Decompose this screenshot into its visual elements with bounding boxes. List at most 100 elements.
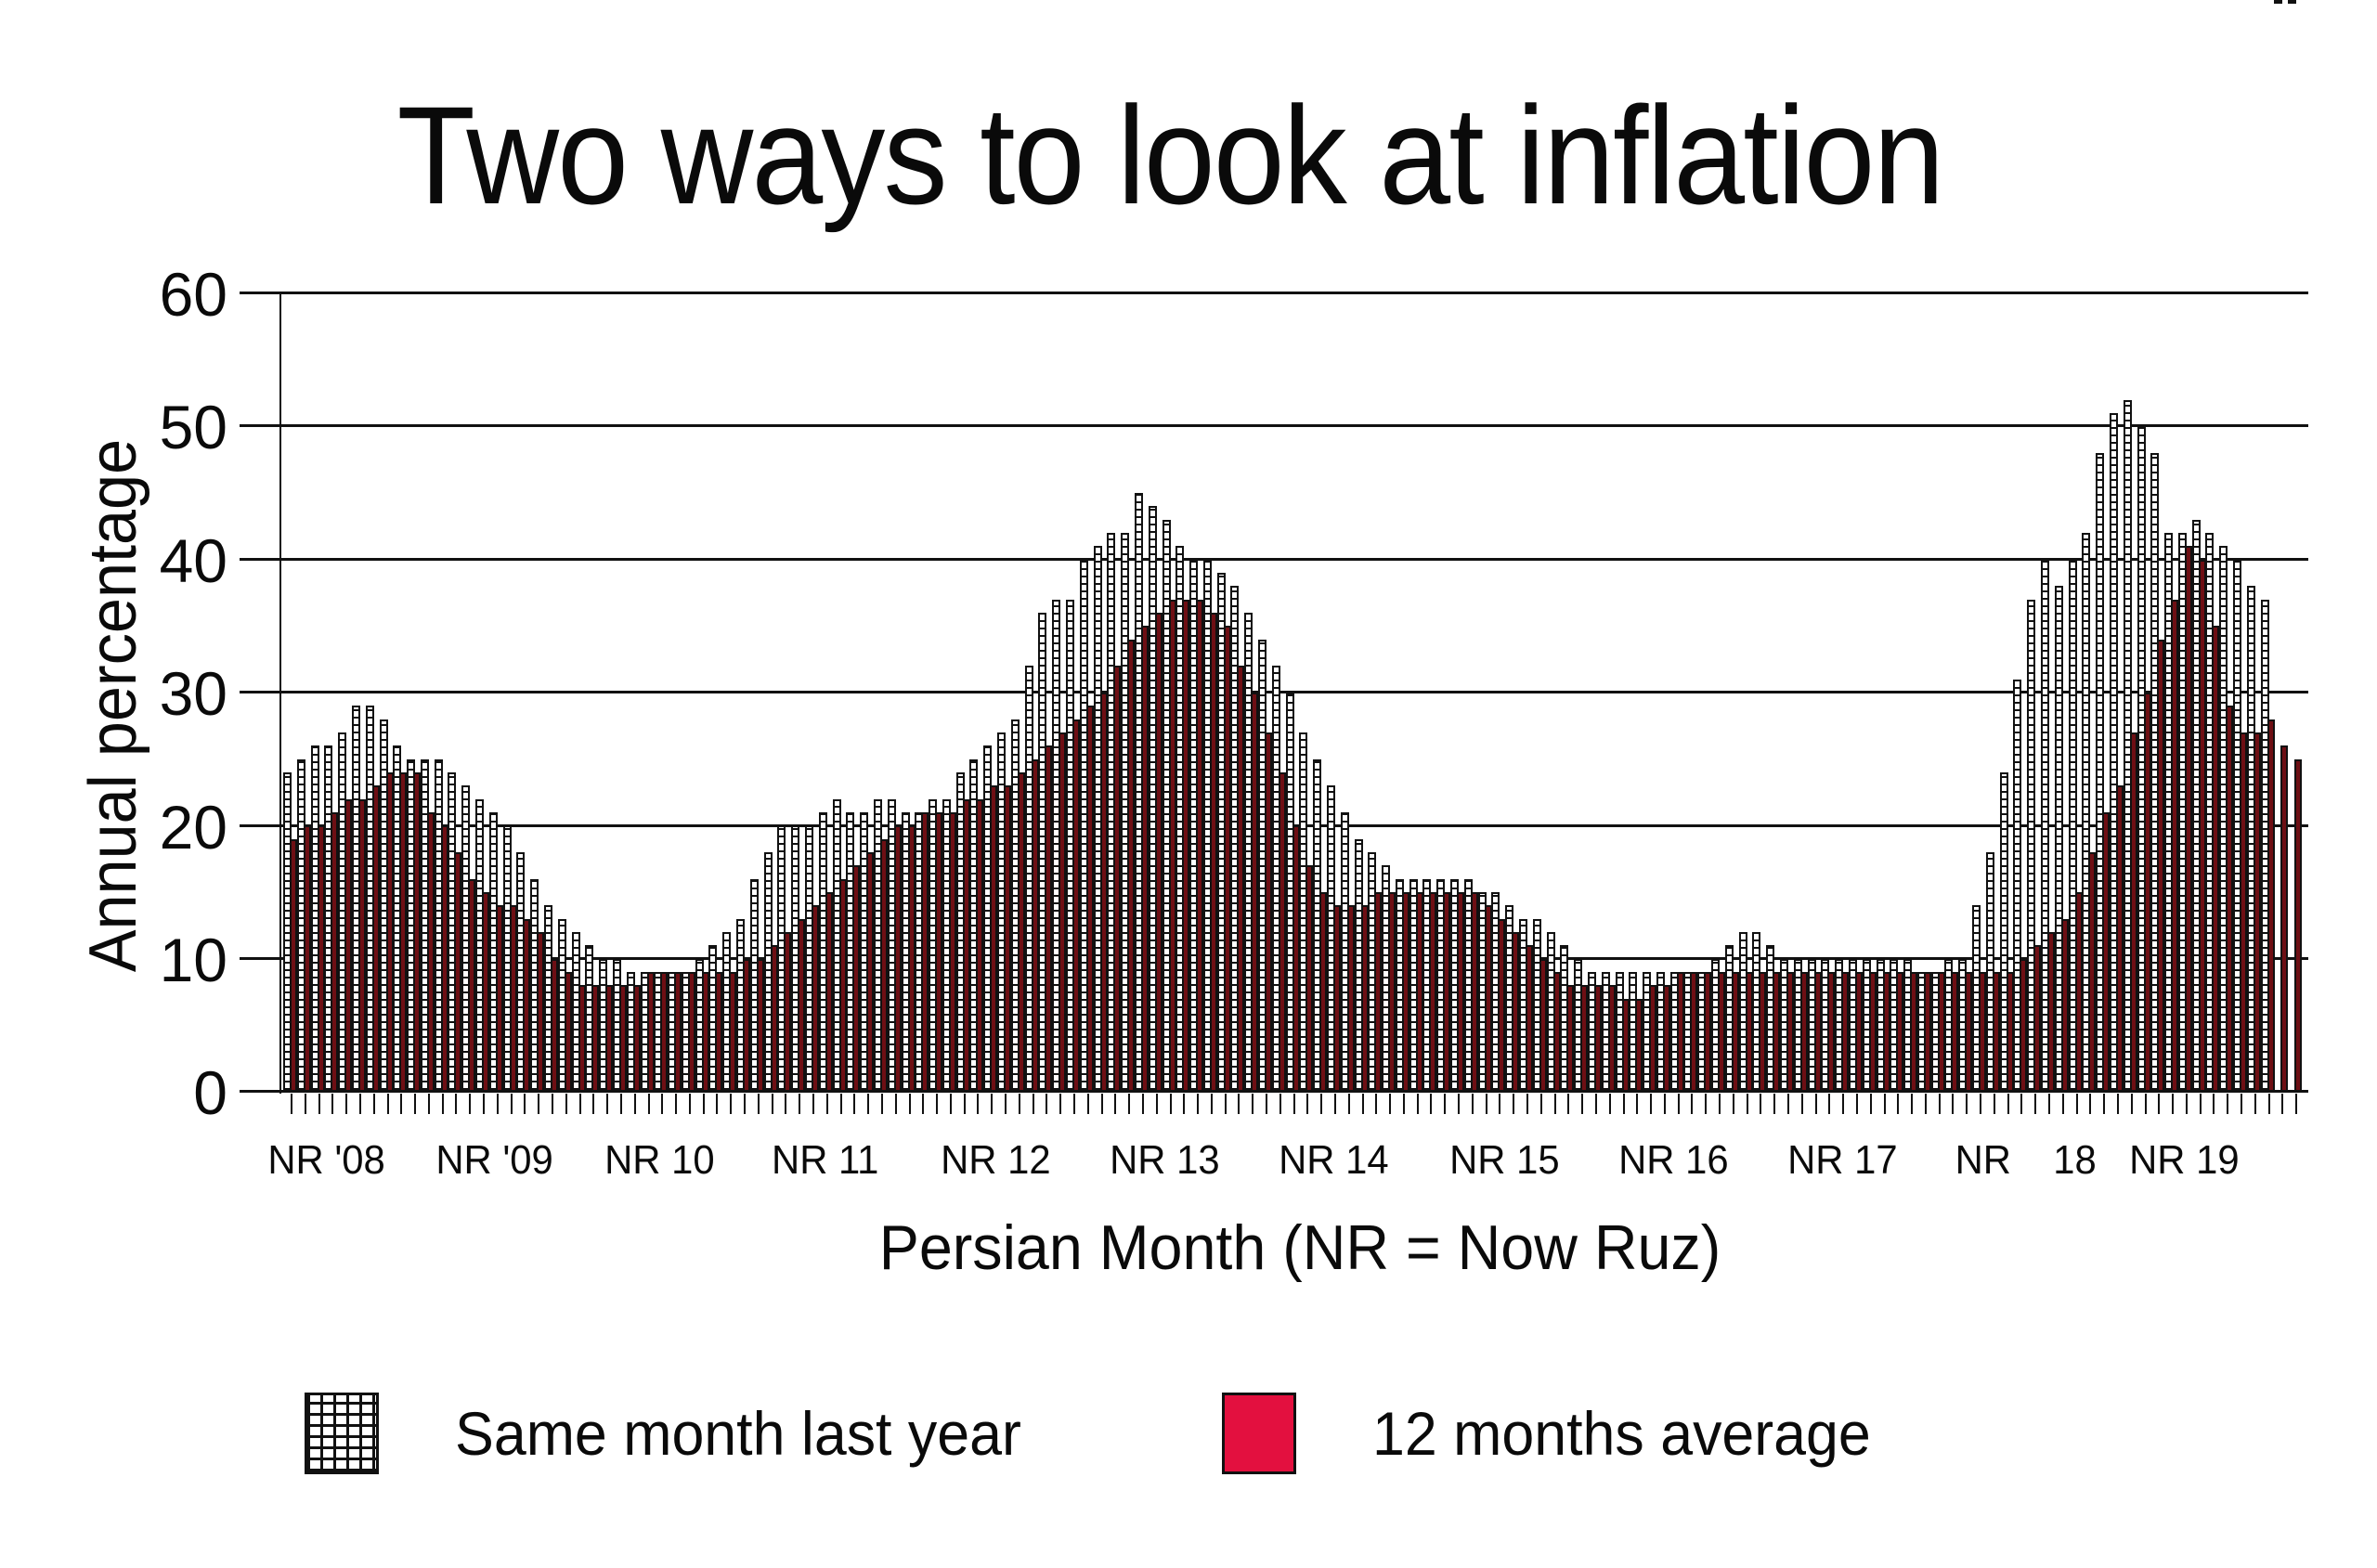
x-tick-mark — [1155, 1094, 1158, 1114]
x-tick-mark — [771, 1094, 773, 1114]
x-tick-mark — [2267, 1094, 2270, 1114]
x-tick-mark — [2075, 1094, 2078, 1114]
x-tick-mark — [963, 1094, 966, 1114]
bar-12-month-avg — [743, 958, 751, 1092]
bar-12-month-avg — [921, 812, 929, 1092]
bar-12-month-avg — [357, 798, 366, 1092]
bar-same-month — [2082, 533, 2091, 1092]
y-axis-line — [279, 293, 281, 1094]
x-tick-mark — [1333, 1094, 1336, 1114]
x-tick-label: NR 14 — [1279, 1137, 1389, 1183]
bar-12-month-avg — [550, 958, 558, 1092]
bar-12-month-avg — [2198, 559, 2206, 1092]
bar-12-month-avg — [1209, 613, 1217, 1092]
bar-12-month-avg — [454, 852, 462, 1092]
x-tick-mark — [1347, 1094, 1350, 1114]
x-tick-mark — [414, 1094, 417, 1114]
bar-12-month-avg — [578, 985, 586, 1092]
bar-12-month-avg — [1854, 972, 1863, 1092]
bar-12-month-avg — [440, 825, 448, 1092]
x-tick-mark — [1883, 1094, 1886, 1114]
x-tick-label: NR 12 — [941, 1137, 1051, 1183]
bar-12-month-avg — [1718, 972, 1726, 1092]
bar-12-month-avg — [1265, 732, 1273, 1092]
bar-12-month-avg — [495, 905, 503, 1092]
x-tick-mark — [1114, 1094, 1117, 1114]
bar-12-month-avg — [646, 972, 655, 1092]
bar-12-month-avg — [1621, 998, 1630, 1092]
x-tick-mark — [633, 1094, 636, 1114]
x-tick-mark — [1086, 1094, 1089, 1114]
bar-12-month-avg — [1457, 892, 1465, 1092]
x-tick-mark — [2020, 1094, 2023, 1114]
bar-12-month-avg — [2020, 958, 2028, 1092]
bar-12-month-avg — [2253, 732, 2261, 1092]
grid-pattern-swatch-icon — [305, 1393, 379, 1474]
x-tick-label: NR 15 — [1449, 1137, 1560, 1183]
bar-12-month-avg — [962, 798, 970, 1092]
bar-12-month-avg — [687, 972, 695, 1092]
x-tick-mark — [1787, 1094, 1789, 1114]
bar-12-month-avg — [1552, 972, 1561, 1092]
x-tick-mark — [716, 1094, 719, 1114]
x-tick-mark — [551, 1094, 553, 1114]
x-tick-mark — [427, 1094, 430, 1114]
bar-12-month-avg — [1979, 972, 1987, 1092]
bar-12-month-avg — [399, 772, 408, 1092]
bar-12-month-avg — [1374, 892, 1383, 1092]
x-tick-mark — [1210, 1094, 1213, 1114]
bar-12-month-avg — [632, 985, 641, 1092]
bar-12-month-avg — [1923, 972, 1931, 1092]
y-tick-30: 30 — [159, 659, 227, 728]
bar-12-month-avg — [1868, 972, 1877, 1092]
bar-12-month-avg — [468, 878, 476, 1092]
x-tick-mark — [1046, 1094, 1048, 1114]
x-tick-mark — [949, 1094, 952, 1114]
x-tick-mark — [1100, 1094, 1103, 1114]
x-tick-mark — [469, 1094, 472, 1114]
bar-12-month-avg — [1498, 918, 1506, 1092]
bar-12-month-avg — [591, 985, 600, 1092]
bar-12-month-avg — [798, 918, 806, 1092]
bar-12-month-avg — [1566, 985, 1575, 1092]
x-tick-mark — [812, 1094, 814, 1114]
x-tick-mark — [977, 1094, 980, 1114]
x-tick-mark — [702, 1094, 705, 1114]
bar-12-month-avg — [1662, 985, 1670, 1092]
x-tick-mark — [441, 1094, 444, 1114]
x-tick-mark — [2158, 1094, 2161, 1114]
x-tick-mark — [578, 1094, 581, 1114]
x-tick-mark — [991, 1094, 994, 1114]
x-tick-mark — [331, 1094, 334, 1114]
bar-12-month-avg — [1127, 639, 1136, 1092]
x-tick-mark — [1553, 1094, 1556, 1114]
x-tick-label: NR 16 — [1618, 1137, 1729, 1183]
bar-12-month-avg — [2171, 599, 2179, 1092]
x-tick-mark — [1938, 1094, 1941, 1114]
x-tick-mark — [619, 1094, 622, 1114]
bar-12-month-avg — [2115, 785, 2124, 1092]
bar-12-month-avg — [1593, 985, 1602, 1092]
bar-12-month-avg — [866, 852, 875, 1092]
y-tick-0: 0 — [193, 1058, 227, 1127]
x-tick-mark — [1072, 1094, 1075, 1114]
bar-12-month-avg — [385, 772, 394, 1092]
bar-same-month — [2027, 599, 2036, 1092]
bar-12-month-avg — [523, 918, 531, 1092]
x-tick-mark — [2130, 1094, 2133, 1114]
bar-12-month-avg — [2102, 812, 2111, 1092]
x-tick-mark — [908, 1094, 911, 1114]
bar-12-month-avg — [537, 932, 545, 1092]
x-tick-mark — [1361, 1094, 1364, 1114]
x-tick-mark — [1375, 1094, 1378, 1114]
x-tick-mark — [1266, 1094, 1268, 1114]
bar-12-month-avg — [1607, 985, 1616, 1092]
x-tick-mark — [1306, 1094, 1309, 1114]
x-tick-mark — [2172, 1094, 2175, 1114]
x-tick-label: NR '08 — [267, 1137, 385, 1183]
x-tick-mark — [510, 1094, 513, 1114]
bar-12-month-avg — [1813, 972, 1822, 1092]
x-tick-mark — [2281, 1094, 2284, 1114]
x-tick-mark — [1800, 1094, 1803, 1114]
bar-12-month-avg — [1168, 599, 1176, 1092]
